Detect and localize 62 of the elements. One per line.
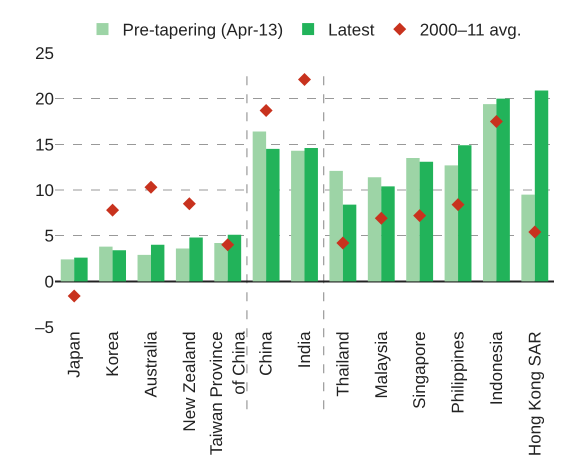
x-tick-label: Singapore [410,331,430,409]
bar [342,204,356,282]
point [260,104,273,118]
y-tick-label: 20 [35,90,54,109]
x-tick-label: Korea [103,330,122,377]
x-tick-label: Japan [64,331,84,378]
bar [458,145,472,282]
bar [329,170,343,282]
bar [138,254,151,282]
legend-label: Latest [328,20,375,40]
y-tick-label: 5 [44,226,54,246]
point [298,72,311,86]
x-tick-label: Philippines [448,331,468,414]
y-tick-label: 15 [35,135,54,154]
bar [112,250,126,282]
x-tick-label: Australia [141,330,160,398]
bar [214,242,228,282]
bar [496,98,510,282]
bar [381,186,395,282]
bar [99,246,113,282]
bar [444,165,458,282]
point [221,238,234,252]
point [528,226,542,239]
point [374,212,388,225]
bar [60,259,74,282]
bar [266,148,280,282]
x-tick-label: India [295,330,314,368]
x-tick-label: Indonesia [486,330,506,406]
point [106,204,120,217]
x-tick-label: Taiwan Province of China [207,330,248,456]
bar [150,244,164,282]
bar [228,234,242,282]
bar [534,90,548,282]
point [182,197,196,210]
point [144,180,158,194]
bar [74,258,88,282]
point [452,198,465,212]
legend-label: Pre-tapering (Apr-13) [122,20,284,40]
y-tick-label: 10 [35,180,54,200]
y-tick-label: –5 [35,318,54,337]
point [336,236,350,250]
y-tick-label: 0 [44,272,54,292]
x-tick-label: China [256,330,276,376]
bar [406,158,420,282]
bar [368,177,382,282]
x-tick-label: Hong Kong SAR [525,331,544,456]
bar [420,162,434,282]
bar [291,150,304,282]
y-tick-label: 25 [35,44,54,63]
x-tick-label: New Zealand [180,331,199,432]
bar [521,194,535,282]
point [68,289,81,302]
x-tick-label: Malaysia [372,330,391,398]
bar [252,132,266,282]
legend-label: 2000–11 avg. [420,20,522,40]
bar [482,104,496,282]
bar [176,248,190,282]
bar [189,237,203,282]
bar [304,148,318,282]
point [490,115,503,128]
x-tick-label: Thailand [333,331,352,397]
point [413,209,426,222]
